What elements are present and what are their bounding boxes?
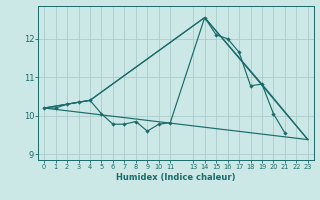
X-axis label: Humidex (Indice chaleur): Humidex (Indice chaleur) (116, 173, 236, 182)
